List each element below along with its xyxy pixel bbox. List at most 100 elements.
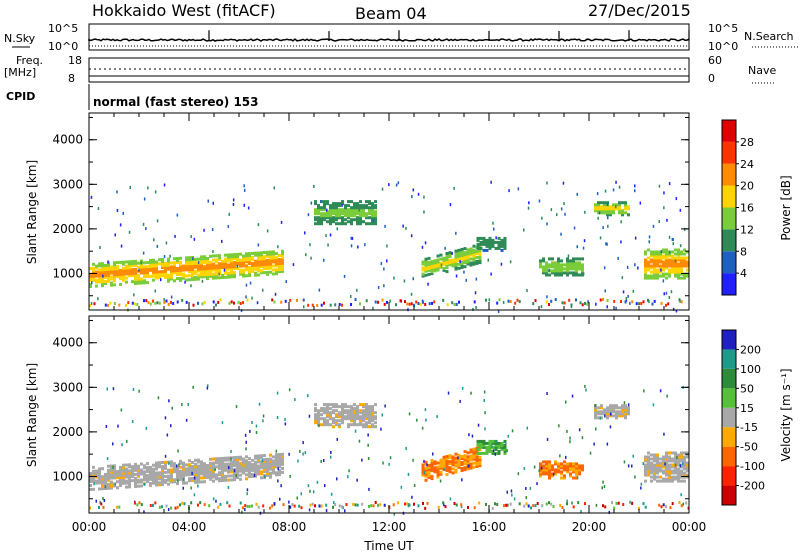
echo-cell xyxy=(656,250,659,254)
colorbar-tick-label: 100 xyxy=(740,363,761,376)
echo-cell xyxy=(539,259,542,263)
echo-cell xyxy=(188,469,191,473)
echo-cell xyxy=(600,404,603,408)
echo-cell xyxy=(200,269,203,273)
echo-cell xyxy=(317,421,320,425)
echo-cell xyxy=(98,278,101,282)
echo-cell xyxy=(463,247,467,251)
echo-cell xyxy=(460,457,464,460)
echo-cell xyxy=(254,460,257,464)
echo-cell xyxy=(275,262,278,266)
echo-cell xyxy=(185,300,188,304)
echo-cell xyxy=(347,415,350,419)
echo-cell xyxy=(107,277,110,281)
echo-cell xyxy=(525,496,527,500)
echo-cell xyxy=(656,463,659,467)
echo-cell xyxy=(275,270,278,274)
echo-cell xyxy=(332,421,335,425)
echo-cell xyxy=(242,264,245,268)
echo-cell xyxy=(542,259,545,263)
echo-cell xyxy=(575,263,578,267)
echo-cell xyxy=(329,210,332,214)
echo-cell xyxy=(356,413,359,417)
echo-cell xyxy=(173,257,176,261)
echo-cell xyxy=(122,260,125,264)
echo-cell xyxy=(428,302,431,306)
echo-cell xyxy=(179,469,182,473)
echo-cell xyxy=(457,455,461,459)
echo-cell xyxy=(511,429,514,433)
echo-cell xyxy=(597,201,600,205)
echo-cell xyxy=(405,226,407,230)
echo-cell xyxy=(92,274,95,278)
echo-cell xyxy=(613,299,616,303)
echo-cell xyxy=(335,415,338,419)
echo-cell xyxy=(164,269,167,273)
echo-cell xyxy=(164,474,167,478)
echo-cell xyxy=(173,468,176,472)
echo-cell xyxy=(613,506,616,510)
echo-cell xyxy=(170,506,172,510)
echo-cell xyxy=(173,267,176,271)
echo-cell xyxy=(320,216,323,220)
echo-cell xyxy=(167,508,170,511)
echo-cell xyxy=(433,265,437,269)
echo-cell xyxy=(460,252,464,255)
echo-cell xyxy=(119,469,122,473)
echo-cell xyxy=(200,263,203,267)
echo-cell xyxy=(680,268,683,272)
echo-cell xyxy=(454,253,458,257)
echo-cell xyxy=(491,451,495,455)
echo-cell xyxy=(269,252,272,256)
echo-cell xyxy=(99,246,101,249)
echo-cell xyxy=(194,476,197,480)
echo-cell xyxy=(422,502,424,505)
echo-cell xyxy=(624,406,627,410)
echo-cell xyxy=(152,272,155,276)
echo-cell xyxy=(356,204,359,208)
echo-cell xyxy=(203,259,206,263)
echo-cell xyxy=(179,256,182,260)
echo-cell xyxy=(104,485,107,489)
echo-cell xyxy=(131,274,134,278)
echo-cell xyxy=(478,245,482,249)
echo-cell xyxy=(671,471,674,475)
echo-cell xyxy=(188,473,191,477)
echo-cell xyxy=(332,505,334,509)
echo-cell xyxy=(203,480,206,484)
echo-cell xyxy=(347,423,350,427)
echo-cell xyxy=(632,454,634,458)
echo-cell xyxy=(317,409,320,413)
echo-cell xyxy=(476,443,480,447)
echo-cell xyxy=(161,471,164,475)
echo-cell xyxy=(427,473,431,477)
echo-cell xyxy=(236,264,239,268)
echo-cell xyxy=(356,222,359,226)
echo-cell xyxy=(542,460,545,464)
echo-cell xyxy=(445,473,449,477)
echo-cell xyxy=(155,268,158,272)
echo-cell xyxy=(430,463,434,467)
echo-cell xyxy=(644,479,647,483)
echo-cell xyxy=(251,255,254,259)
echo-cell xyxy=(182,272,185,276)
echo-cell xyxy=(137,261,140,265)
freq-panel xyxy=(88,57,690,83)
echo-cell xyxy=(170,476,173,480)
echo-cell xyxy=(640,486,642,490)
echo-cell xyxy=(134,263,137,267)
nsky-label: N.Sky xyxy=(4,32,36,45)
echo-cell xyxy=(350,423,353,427)
echo-cell xyxy=(618,203,621,207)
echo-cell xyxy=(161,270,164,274)
echo-cell xyxy=(677,274,680,278)
echo-cell xyxy=(155,475,158,479)
colorbar-tick-label: 28 xyxy=(740,136,754,149)
echo-cell xyxy=(263,454,266,457)
echo-cell xyxy=(110,470,113,474)
echo-cell xyxy=(668,254,671,258)
echo-cell xyxy=(621,201,624,205)
echo-cell xyxy=(383,267,385,271)
echo-cell xyxy=(580,509,582,513)
